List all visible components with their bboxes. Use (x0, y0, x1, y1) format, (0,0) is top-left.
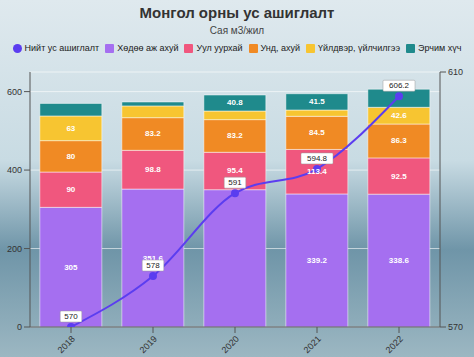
svg-text:200: 200 (7, 244, 22, 254)
svg-text:338.6: 338.6 (389, 256, 410, 265)
svg-text:339.2: 339.2 (307, 256, 328, 265)
svg-text:83.2: 83.2 (227, 131, 243, 140)
html-text:Үйлдвэр, үйлчилгээ: Үйлдвэр, үйлчилгээ (318, 43, 400, 53)
svg-text:606.2: 606.2 (389, 81, 410, 90)
svg-text:2018: 2018 (56, 334, 77, 355)
svg-text:95.4: 95.4 (227, 166, 243, 175)
svg-text:86.3: 86.3 (391, 136, 407, 145)
svg-text:90: 90 (66, 185, 75, 194)
svg-text:42.6: 42.6 (391, 111, 407, 120)
svg-text:84.5: 84.5 (309, 128, 325, 137)
html-text:Эрчим хүч: Эрчим хүч (418, 43, 462, 53)
svg-text:610: 610 (448, 67, 463, 77)
html-text:Унд, ахуй: Унд, ахуй (260, 43, 301, 53)
svg-text:570: 570 (64, 312, 78, 321)
svg-text:2019: 2019 (138, 334, 159, 355)
svg-text:578: 578 (146, 261, 160, 270)
svg-text:41.5: 41.5 (309, 97, 325, 106)
svg-text:594.8: 594.8 (307, 154, 328, 163)
svg-text:351.6: 351.6 (142, 253, 163, 263)
html-text:Сая м3/жил: Сая м3/жил (209, 25, 265, 36)
svg-text:2020: 2020 (220, 334, 241, 355)
svg-text:0: 0 (17, 322, 22, 332)
svg-text:63: 63 (66, 124, 75, 133)
svg-text:400: 400 (7, 165, 22, 175)
svg-text:98.8: 98.8 (145, 165, 161, 174)
svg-text:2022: 2022 (384, 334, 405, 355)
svg-text:2021: 2021 (302, 334, 323, 355)
svg-text:591: 591 (228, 178, 242, 187)
svg-text:113.4: 113.4 (307, 167, 327, 176)
html-text:Монгол орны ус ашиглалт: Монгол орны ус ашиглалт (139, 4, 335, 21)
svg-text:92.5: 92.5 (391, 172, 407, 181)
svg-text:600: 600 (7, 87, 22, 97)
svg-text:40.8: 40.8 (227, 98, 243, 107)
html-text:Уул уурхай: Уул уурхай (196, 43, 243, 53)
svg-text:305: 305 (64, 263, 78, 272)
html-text:Нийт ус ашиглалт: Нийт ус ашиглалт (24, 43, 100, 53)
svg-text:80: 80 (66, 152, 75, 161)
svg-text:83.2: 83.2 (145, 129, 161, 138)
html-text:Хөдөө аж ахуй: Хөдөө аж ахуй (117, 43, 179, 53)
svg-text:570: 570 (448, 322, 463, 332)
